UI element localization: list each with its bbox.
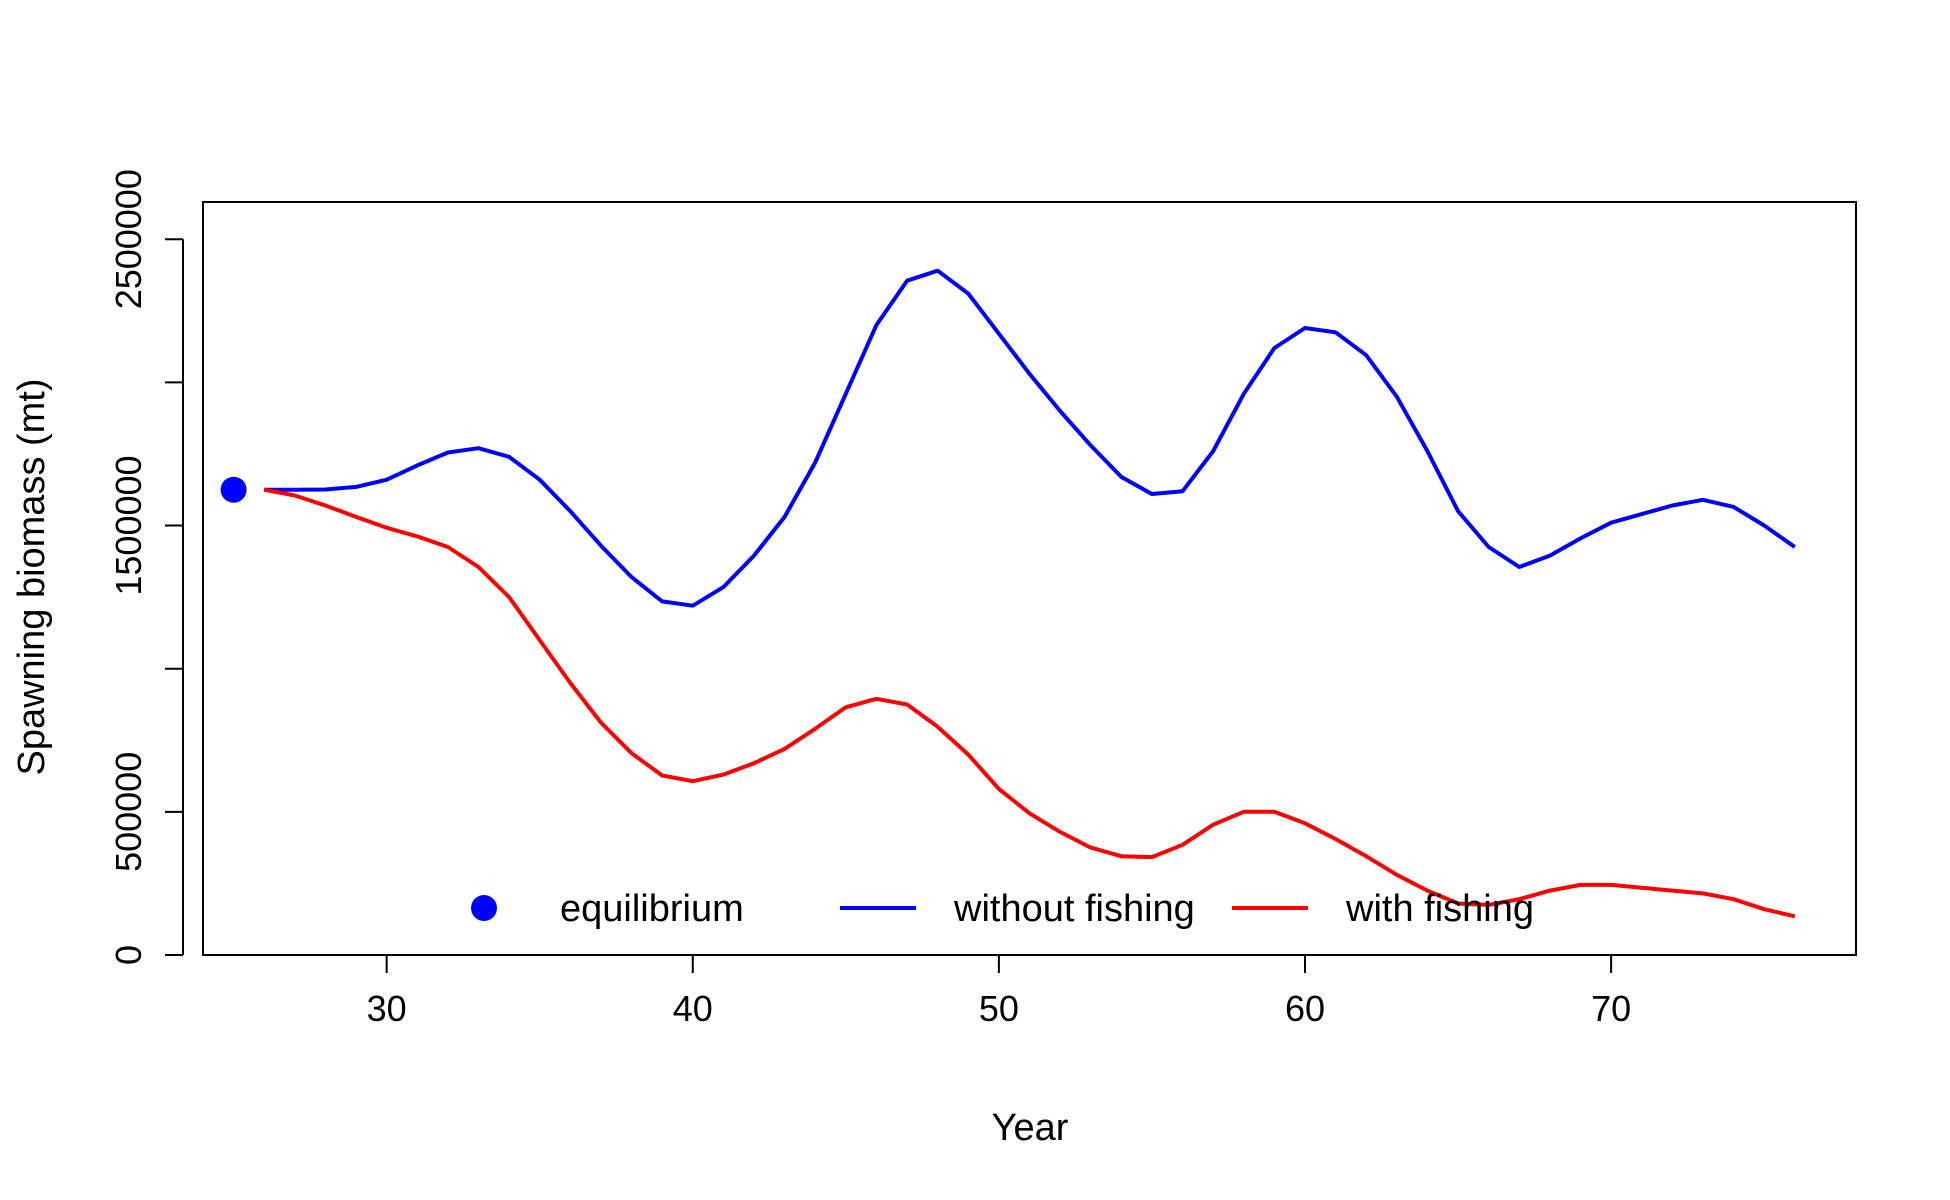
y-axis-title: Spawning biomass (mt) <box>11 378 53 775</box>
x-tick-label: 40 <box>673 988 713 1029</box>
plot-frame <box>202 201 1857 956</box>
plot-area <box>202 201 1857 956</box>
legend-item-with-fishing: with fishing <box>1232 888 1534 930</box>
y-tick-label: 500000 <box>108 752 149 872</box>
x-tick-label: 30 <box>367 988 407 1029</box>
x-tick-label: 50 <box>979 988 1019 1029</box>
equilibrium-point <box>220 476 247 503</box>
series-line-with-fishing <box>263 487 1796 919</box>
axes: 30 40 50 60 70 0 500000 1500000 2500000 <box>108 169 1631 1029</box>
legend-item-without-fishing: without fishing <box>840 888 1195 930</box>
x-axis-title: Year <box>992 1107 1069 1149</box>
legend-label: without fishing <box>953 888 1195 930</box>
legend-label: equilibrium <box>560 888 744 930</box>
legend: equilibrium without fishing with fishing <box>471 888 1534 930</box>
y-tick-label: 2500000 <box>108 169 149 309</box>
y-tick-label: 0 <box>108 945 149 965</box>
x-tick-label: 60 <box>1285 988 1325 1029</box>
series-lines <box>220 268 1796 919</box>
y-tick-label: 1500000 <box>108 455 149 595</box>
legend-item-equilibrium: equilibrium <box>471 888 744 930</box>
legend-point-symbol <box>471 895 497 921</box>
x-tick-label: 70 <box>1591 988 1631 1029</box>
legend-label: with fishing <box>1345 888 1534 930</box>
series-line-without-fishing <box>264 268 1796 608</box>
